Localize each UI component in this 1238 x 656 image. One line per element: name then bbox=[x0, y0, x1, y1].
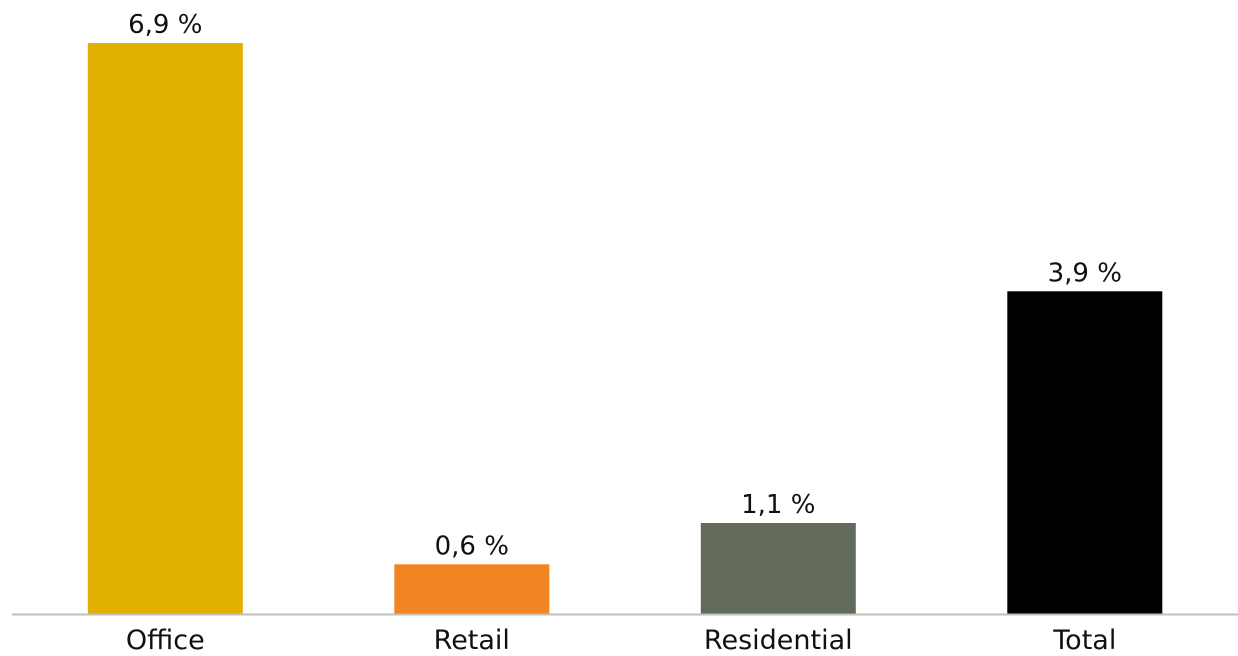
value-label-retail: 0,6 % bbox=[435, 531, 509, 561]
bars-group bbox=[87, 43, 1163, 614]
category-label-residential: Residential bbox=[704, 625, 853, 656]
category-label-retail: Retail bbox=[434, 625, 510, 656]
value-label-residential: 1,1 % bbox=[741, 490, 815, 520]
value-label-office: 6,9 % bbox=[128, 10, 202, 40]
bar-office bbox=[87, 43, 243, 614]
category-label-office: Office bbox=[126, 625, 205, 656]
category-labels-group: Office Retail Residential Total bbox=[126, 625, 1116, 656]
value-label-total: 3,9 % bbox=[1048, 258, 1122, 288]
bar-total bbox=[1007, 291, 1163, 614]
bar-retail bbox=[394, 564, 550, 614]
category-label-total: Total bbox=[1052, 625, 1116, 656]
value-labels-group: 6,9 % 0,6 % 1,1 % 3,9 % bbox=[128, 10, 1122, 561]
bar-residential bbox=[700, 523, 856, 614]
